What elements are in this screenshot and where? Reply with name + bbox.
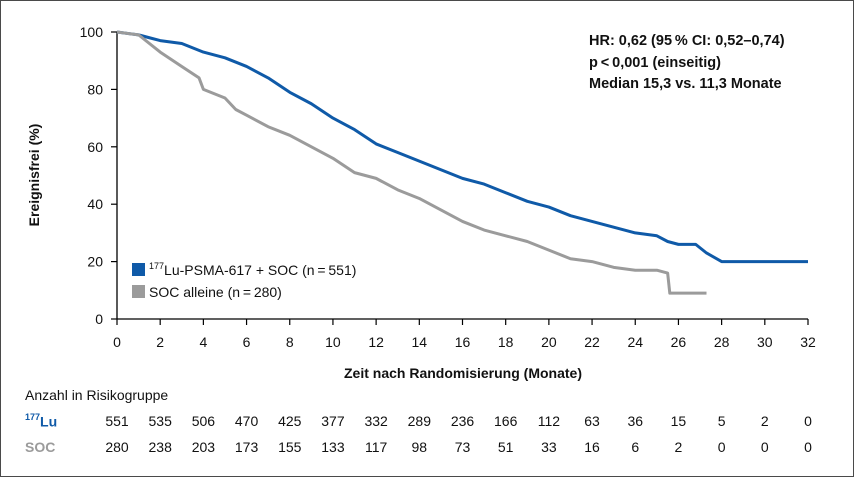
x-tick-label: 4 [199, 334, 207, 350]
series-line-soc [116, 30, 707, 295]
risk-cell-lu: 166 [494, 413, 518, 429]
risk-cell-soc: 2 [674, 439, 683, 455]
legend: 177Lu-PSMA-617 + SOC (n = 551) SOC allei… [132, 261, 356, 300]
y-tick-label: 80 [87, 81, 103, 97]
y-tick-label: 100 [80, 24, 104, 40]
risk-cell-lu: 470 [234, 413, 259, 429]
risk-cell-soc: 0 [717, 439, 726, 455]
x-tick-label: 2 [156, 334, 164, 350]
risk-cell-soc: 73 [454, 439, 471, 455]
risk-cell-lu: 289 [407, 413, 431, 429]
risk-cell-lu: 332 [364, 413, 388, 429]
legend-swatch-soc [132, 285, 145, 298]
risk-cell-soc: 203 [191, 439, 216, 455]
risk-cell-lu: 5 [717, 413, 726, 429]
risk-row-label-text: Lu [40, 413, 58, 430]
x-tick-label: 0 [113, 334, 121, 350]
risk-cell-soc: 155 [278, 439, 302, 455]
risk-cell-lu: 506 [191, 413, 216, 429]
risk-cell-lu: 236 [450, 413, 475, 429]
x-tick-label: 24 [627, 334, 643, 350]
x-tick-label: 6 [243, 334, 251, 350]
risk-cell-lu: 112 [537, 413, 561, 429]
x-tick-label: 10 [325, 334, 341, 350]
risk-cell-lu: 425 [278, 413, 302, 429]
legend-label-lu: 177Lu-PSMA-617 + SOC (n = 551) [149, 261, 356, 278]
risk-cell-lu: 535 [148, 413, 172, 429]
risk-cell-soc: 238 [148, 439, 172, 455]
risk-cell-soc: 117 [364, 439, 388, 455]
risk-table-title: Anzahl in Risikogruppe [25, 387, 169, 403]
p-value-text: p < 0,001 (einseitig) [589, 54, 721, 71]
risk-cell-lu: 377 [321, 413, 345, 429]
x-tick-label: 12 [368, 334, 384, 350]
y-tick-label: 40 [87, 196, 103, 212]
hazard-ratio-text: HR: 0,62 (95 % CI: 0,52–0,74) [589, 33, 785, 49]
risk-cell-lu: 0 [804, 413, 812, 429]
risk-cell-lu: 2 [760, 413, 769, 429]
x-tick-label: 8 [286, 334, 294, 350]
risk-row-label-lu: 177Lu [25, 412, 58, 430]
survival-curves [116, 30, 808, 295]
series-line-lu [116, 30, 808, 264]
x-tick-label: 30 [757, 334, 773, 350]
y-tick-label: 20 [87, 254, 103, 270]
y-tick-label: 60 [87, 139, 103, 155]
x-tick-label: 14 [412, 334, 428, 350]
risk-cell-soc: 98 [411, 439, 428, 455]
risk-cell-lu: 15 [670, 413, 687, 429]
risk-cell-lu: 63 [584, 413, 600, 429]
legend-label-lu-sup: 177 [149, 261, 164, 271]
y-axis-label: Ereignisfrei (%) [26, 124, 42, 227]
legend-swatch-lu [132, 263, 145, 276]
x-tick-label: 32 [800, 334, 816, 350]
x-axis-label: Zeit nach Randomisierung (Monate) [344, 365, 582, 381]
x-tick-label: 22 [584, 334, 600, 350]
risk-cell-soc: 16 [584, 439, 600, 455]
x-tick-label: 28 [714, 334, 730, 350]
x-tick-label: 20 [541, 334, 557, 350]
risk-cell-soc: 51 [497, 439, 514, 455]
risk-row-label-sup: 177 [25, 412, 41, 422]
risk-cell-lu: 551 [105, 413, 129, 429]
risk-cell-soc: 280 [105, 439, 129, 455]
legend-label-soc: SOC alleine (n = 280) [149, 284, 282, 300]
legend-label-lu-text: Lu-PSMA-617 + SOC (n = 551) [164, 262, 356, 278]
risk-cell-lu: 36 [627, 413, 644, 429]
x-tick-label: 16 [455, 334, 471, 350]
x-tick-label: 18 [498, 334, 514, 350]
median-text: Median 15,3 vs. 11,3 Monate [589, 76, 782, 92]
risk-row-label-soc: SOC [25, 439, 55, 455]
risk-cell-soc: 33 [541, 439, 557, 455]
risk-cell-soc: 0 [760, 439, 769, 455]
risk-cell-soc: 6 [631, 439, 640, 455]
x-tick-label: 26 [671, 334, 687, 350]
risk-cell-soc: 0 [804, 439, 812, 455]
y-tick-label: 0 [95, 311, 103, 327]
statistics-annotation: HR: 0,62 (95 % CI: 0,52–0,74) p < 0,001 … [589, 31, 785, 96]
risk-cell-soc: 173 [234, 439, 259, 455]
risk-cell-soc: 133 [321, 439, 345, 455]
risk-row-label-text: SOC [25, 439, 56, 455]
